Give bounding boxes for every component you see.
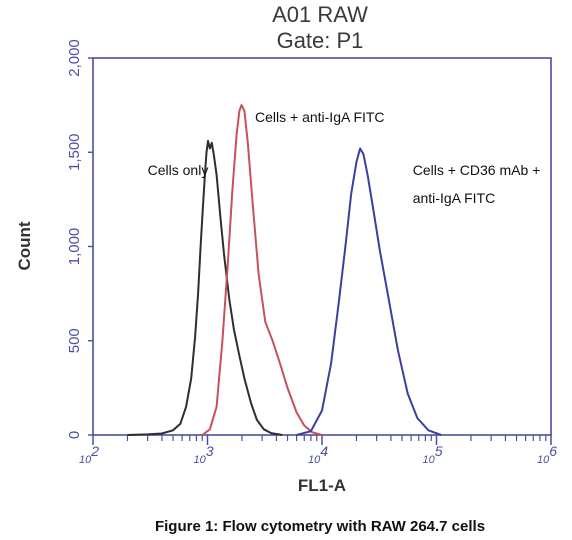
y-tick-label: 1,000 (66, 228, 83, 266)
annotation-label: anti-IgA FITC (413, 190, 495, 206)
x-tick-label: 103 (193, 443, 213, 466)
series-line-1 (127, 139, 283, 436)
annotation-label: Cells + CD36 mAb + (413, 162, 541, 178)
x-tick-label: 105 (422, 443, 442, 466)
chart-title: A01 RAW (272, 2, 368, 27)
x-tick-label: 102 (79, 443, 99, 466)
series-layer (127, 104, 442, 436)
annotation-layer: Cells only Cells + anti-IgA FITC Cells + C… (148, 109, 541, 206)
x-tick-label: 106 (537, 443, 557, 466)
y-axis-ticks: 0 500 1,000 1,500 2,000 (66, 39, 93, 439)
series-line-3 (296, 147, 442, 436)
series-line-2 (201, 104, 323, 436)
chart-subtitle: Gate: P1 (277, 28, 364, 53)
figure-caption: Figure 1: Flow cytometry with RAW 264.7 … (155, 518, 485, 535)
x-axis-title: FL1-A (298, 476, 346, 495)
annotation-label: Cells + anti-IgA FITC (255, 109, 385, 125)
y-tick-label: 1,500 (66, 133, 83, 171)
x-axis-ticks: 102 103 104 105 106 (79, 435, 557, 466)
y-tick-label: 500 (66, 328, 83, 353)
y-axis-title: Count (15, 221, 34, 270)
y-tick-label: 2,000 (66, 39, 83, 77)
annotation-label: Cells only (148, 162, 209, 178)
y-tick-label: 0 (66, 431, 83, 439)
x-tick-label: 104 (308, 443, 328, 466)
